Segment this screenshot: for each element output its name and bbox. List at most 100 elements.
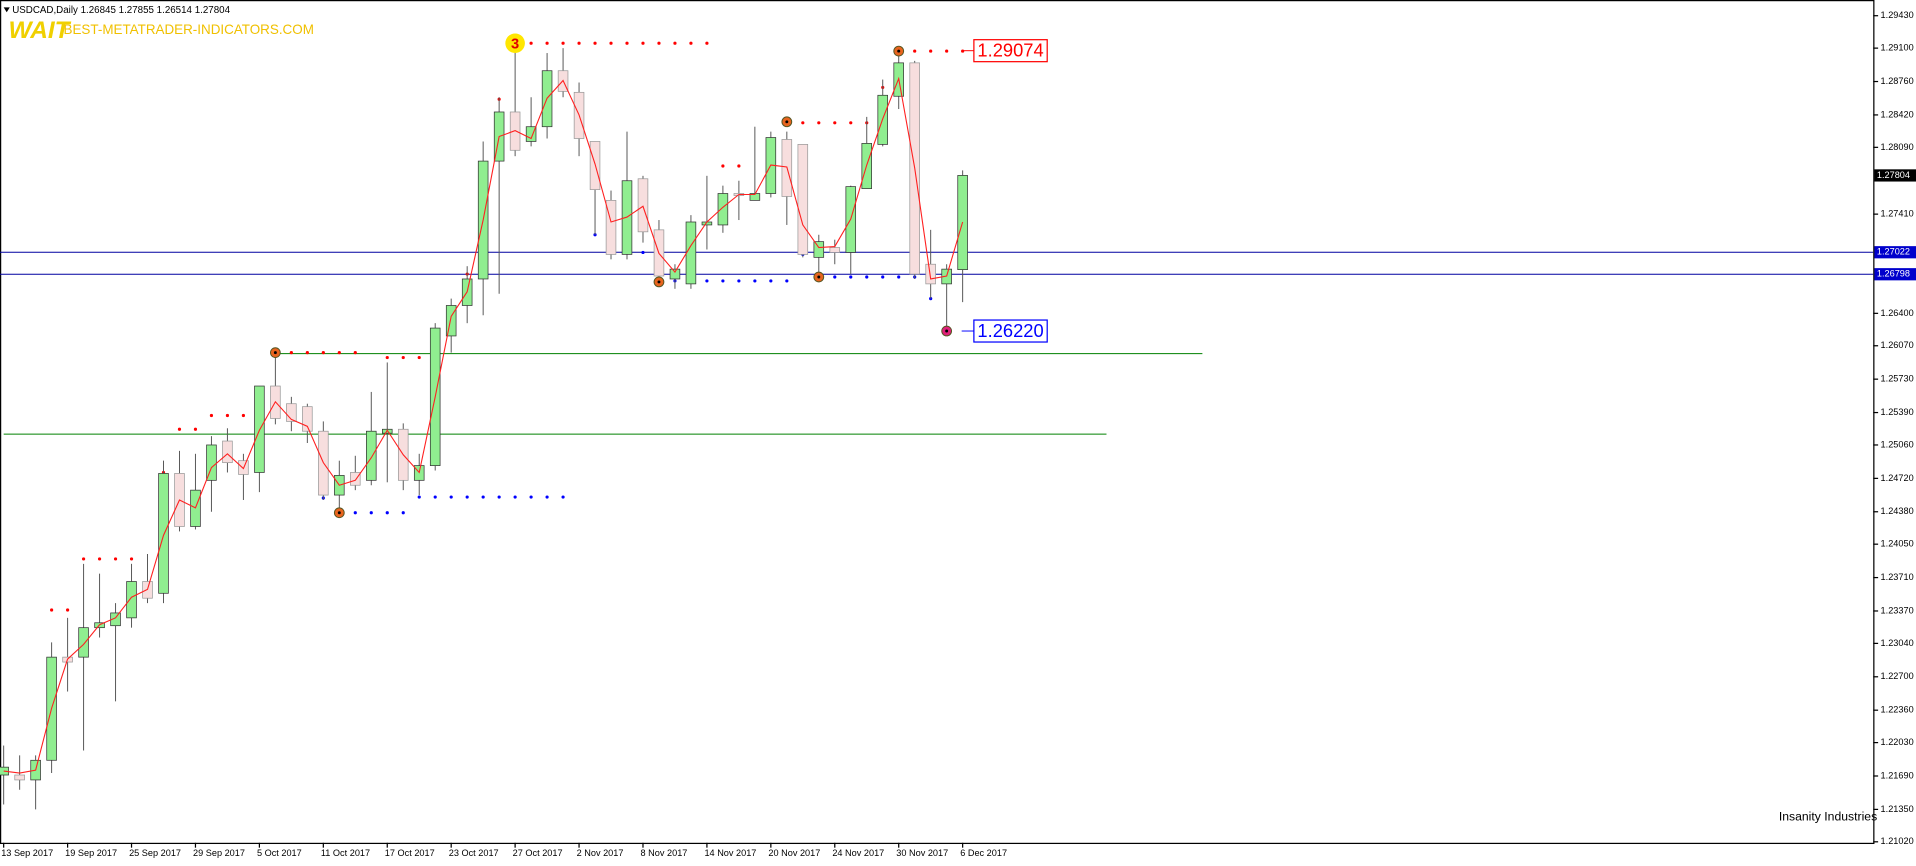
- y-tick-label: 1.24050: [1881, 539, 1914, 549]
- level-dot: [305, 351, 309, 355]
- level-dot: [881, 275, 885, 279]
- count-label: 3: [511, 36, 519, 52]
- swing-marker-dot: [785, 120, 789, 124]
- callout-label: 1.26220: [977, 320, 1043, 341]
- site-name: BEST-METATRADER-INDICATORS.COM: [64, 22, 314, 37]
- level-dot: [849, 121, 853, 125]
- logo: Insanity Industries: [1779, 809, 1877, 823]
- x-tick-label: 23 Oct 2017: [449, 848, 499, 858]
- level-dot: [337, 351, 341, 355]
- menu-arrow[interactable]: [3, 7, 10, 13]
- candle-body: [925, 263, 936, 285]
- y-tick-label: 1.22030: [1881, 737, 1914, 747]
- level-dot: [177, 427, 182, 431]
- price-tag-label: 1.27022: [1877, 247, 1910, 257]
- y-tick-label: 1.24380: [1881, 506, 1914, 516]
- callout-box: [973, 39, 1048, 63]
- level-dot: [865, 275, 869, 279]
- level-dot: [225, 413, 230, 418]
- level-dot: [929, 49, 933, 53]
- level-dot: [577, 41, 581, 45]
- level-dot: [625, 41, 629, 45]
- y-tick-label: 1.21690: [1881, 770, 1914, 780]
- candle-body: [302, 406, 313, 432]
- swing-marker-dot: [945, 329, 949, 333]
- x-tick-label: 20 Nov 2017: [768, 848, 820, 858]
- y-tick-label: 1.23040: [1881, 638, 1914, 648]
- level-dot: [385, 511, 389, 515]
- level-dot: [81, 557, 86, 561]
- level-dot: [657, 41, 661, 45]
- y-tick-label: 1.25730: [1881, 374, 1914, 384]
- y-tick-label: 1.28090: [1881, 142, 1914, 152]
- callout-label: 1.29074: [977, 40, 1043, 61]
- level-dot: [417, 495, 421, 499]
- level-dot: [529, 495, 533, 499]
- level-dot: [465, 495, 469, 499]
- level-dot: [209, 413, 214, 418]
- swing-marker-dot: [897, 49, 901, 53]
- price-tag: [1874, 268, 1916, 281]
- candle-body: [525, 126, 537, 142]
- x-tick-label: 8 Nov 2017: [641, 848, 688, 858]
- level-dot: [513, 495, 517, 499]
- y-tick-label: 1.26400: [1881, 308, 1914, 318]
- moving-average: [3, 76, 964, 774]
- x-tick-label: 29 Sep 2017: [193, 848, 245, 858]
- y-tick-label: 1.28420: [1881, 109, 1914, 119]
- level-dot: [673, 41, 677, 45]
- level-dot: [385, 355, 389, 360]
- candle-body: [350, 472, 361, 486]
- x-tick-label: 14 Nov 2017: [704, 848, 756, 858]
- y-tick-label: 1.25390: [1881, 407, 1914, 417]
- level-dot: [929, 297, 933, 301]
- y-tick-label: 1.23710: [1881, 572, 1914, 582]
- x-tick-label: 17 Oct 2017: [385, 848, 435, 858]
- level-dot: [353, 511, 357, 515]
- level-dot: [705, 41, 709, 45]
- level-dot: [417, 355, 421, 360]
- y-tick-label: 1.21020: [1881, 836, 1914, 846]
- level-dot: [833, 121, 837, 125]
- level-dot: [449, 495, 453, 499]
- swing-marker-dot: [817, 275, 821, 279]
- x-tick-label: 24 Nov 2017: [832, 848, 884, 858]
- candle-body: [366, 430, 377, 481]
- price-tag: [1874, 246, 1916, 259]
- ohlc-high: 1.27855: [119, 4, 155, 15]
- level-dot: [769, 279, 773, 283]
- level-dot: [369, 511, 373, 515]
- level-dot: [481, 495, 485, 499]
- y-tick-label: 1.26070: [1881, 340, 1914, 350]
- level-dot: [721, 164, 725, 168]
- count-marker: [505, 33, 525, 53]
- level-dot: [737, 164, 741, 168]
- ohlc-close: 1.27804: [195, 4, 231, 15]
- x-tick-label: 19 Sep 2017: [65, 848, 117, 858]
- x-tick-label: 25 Sep 2017: [129, 848, 181, 858]
- level-dot: [737, 279, 741, 283]
- swing-marker-dot: [273, 351, 277, 355]
- y-tick-label: 1.29100: [1881, 43, 1914, 53]
- candle-body: [126, 581, 137, 619]
- level-dot: [129, 557, 134, 561]
- candle-body: [286, 403, 297, 422]
- ohlc-low: 1.26514: [157, 4, 193, 15]
- x-tick-label: 27 Oct 2017: [513, 848, 563, 858]
- level-dot: [50, 608, 54, 612]
- level-dot: [289, 351, 293, 355]
- level-dot: [753, 279, 757, 283]
- candle-body: [222, 440, 233, 464]
- x-tick-label: 11 Oct 2017: [321, 848, 370, 858]
- level-dot: [849, 275, 853, 279]
- y-tick-label: 1.21350: [1881, 804, 1914, 814]
- price-tag-label: 1.27804: [1877, 170, 1910, 180]
- level-dot: [497, 495, 501, 499]
- candle-body: [78, 627, 89, 658]
- x-tick-label: 30 Nov 2017: [896, 848, 948, 858]
- candle-body: [14, 774, 25, 781]
- level-dot: [689, 41, 693, 45]
- level-dot: [401, 511, 405, 515]
- level-dot: [545, 41, 549, 45]
- level-dot: [113, 557, 118, 561]
